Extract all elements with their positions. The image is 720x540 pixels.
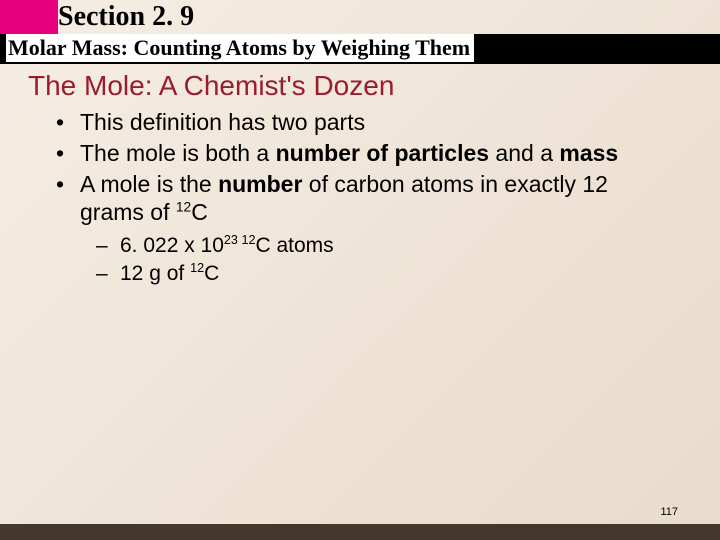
sub-bullet-item: 6. 022 x 1023 12C atoms	[86, 233, 678, 259]
subtitle: Molar Mass: Counting Atoms by Weighing T…	[6, 34, 474, 62]
section-label: Section 2. 9	[58, 0, 194, 34]
slide-heading: The Mole: A Chemist's Dozen	[28, 70, 394, 102]
bullet-item: A mole is the number of carbon atoms in …	[48, 170, 678, 288]
accent-block	[0, 0, 58, 34]
slide: Section 2. 9 Molar Mass: Counting Atoms …	[0, 0, 720, 540]
page-number: 117	[660, 506, 678, 518]
bullet-item: This definition has two parts	[48, 108, 678, 137]
bullet-item: The mole is both a number of particles a…	[48, 139, 678, 168]
sub-bullet-item: 12 g of 12C	[86, 261, 678, 287]
bullet-list: This definition has two partsThe mole is…	[48, 108, 678, 290]
footer-bar	[0, 524, 720, 540]
sub-bullet-list: 6. 022 x 1023 12C atoms12 g of 12C	[86, 233, 678, 288]
